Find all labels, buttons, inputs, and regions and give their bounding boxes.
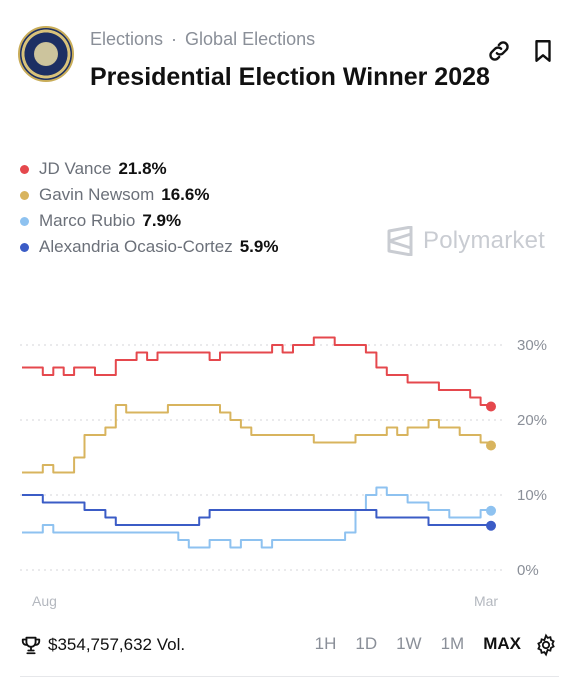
chart-footer: $354,757,632 Vol. 1H 1D 1W 1M MAX <box>0 628 579 664</box>
legend-name: Alexandria Ocasio-Cortez <box>39 237 233 256</box>
series-endpoint-2 <box>486 505 496 516</box>
volume-text: $354,757,632 Vol. <box>48 635 186 654</box>
time-range-selector: 1H 1D 1W 1M MAX <box>296 634 521 654</box>
series-line-2 <box>22 486 492 549</box>
series-endpoint-1 <box>486 440 496 451</box>
page-title: Presidential Election Winner 2028 <box>90 63 490 91</box>
polymarket-logo-icon <box>387 226 413 256</box>
legend-dot <box>20 242 29 252</box>
x-tick-label: Aug <box>32 593 57 609</box>
legend-item-rubio: Marco Rubio 7.9% <box>20 208 278 234</box>
range-1d[interactable]: 1D <box>355 634 378 653</box>
y-tick-label: 10% <box>517 487 547 504</box>
range-1h[interactable]: 1H <box>314 634 337 653</box>
legend-item-newsom: Gavin Newsom 16.6% <box>20 182 278 208</box>
bookmark-icon[interactable] <box>530 38 556 64</box>
link-icon[interactable] <box>486 38 512 64</box>
market-header: Elections · Global Elections Presidential … <box>0 0 579 130</box>
legend-value: 21.8% <box>118 159 167 178</box>
y-tick-label: 0% <box>517 562 539 579</box>
series-line-1 <box>22 404 492 474</box>
legend-value: 7.9% <box>142 211 182 230</box>
breadcrumb-global-elections[interactable]: Global Elections <box>185 29 316 49</box>
trophy-icon <box>21 636 41 655</box>
legend-value: 16.6% <box>161 185 210 204</box>
range-max[interactable]: MAX <box>483 634 521 653</box>
series-endpoint-0 <box>486 401 496 412</box>
legend-dot <box>20 216 29 226</box>
series-line-0 <box>22 336 492 407</box>
y-tick-label: 20% <box>517 412 547 429</box>
range-1w[interactable]: 1W <box>396 634 422 653</box>
legend-item-ocasio-cortez: Alexandria Ocasio-Cortez 5.9% <box>20 234 278 260</box>
legend-name: JD Vance <box>39 159 112 178</box>
breadcrumb-separator: · <box>171 29 178 49</box>
legend-name: Marco Rubio <box>39 211 136 230</box>
legend-dot <box>20 164 29 174</box>
brand-name: Polymarket <box>423 227 546 254</box>
x-tick-label: Mar <box>474 593 498 609</box>
breadcrumb-elections[interactable]: Elections <box>90 29 164 49</box>
legend-value: 5.9% <box>239 237 279 256</box>
range-1m[interactable]: 1M <box>440 634 465 653</box>
footer-divider <box>20 676 559 677</box>
series-endpoint-3 <box>486 520 496 531</box>
gear-icon[interactable] <box>534 633 558 657</box>
legend-dot <box>20 190 29 200</box>
legend-item-vance: JD Vance 21.8% <box>20 156 278 182</box>
breadcrumb: Elections · Global Elections <box>90 29 315 50</box>
price-chart[interactable]: 30% 20% 10% 0% Aug Mar <box>0 320 579 620</box>
polymarket-watermark: Polymarket <box>386 226 545 256</box>
presidential-seal-icon <box>18 26 74 82</box>
chart-legend: JD Vance 21.8% Gavin Newsom 16.6% Marco … <box>20 156 278 260</box>
y-tick-label: 30% <box>517 337 547 354</box>
legend-name: Gavin Newsom <box>39 185 155 204</box>
series-line-3 <box>22 494 492 526</box>
